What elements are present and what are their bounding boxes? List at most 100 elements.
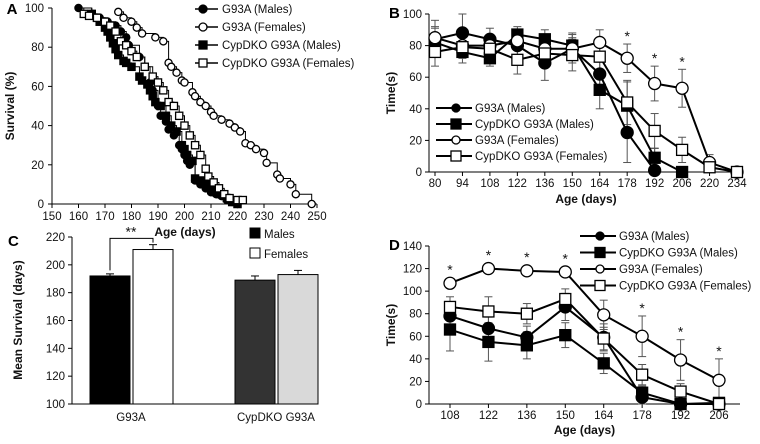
data-point <box>621 96 634 109</box>
legend-swatch <box>249 227 261 239</box>
y-tick-label: 60 <box>409 331 422 343</box>
y-tick-label: 140 <box>46 343 65 355</box>
y-axis-title: Time(s) <box>384 72 398 114</box>
data-point <box>235 127 245 136</box>
data-point <box>673 353 688 367</box>
x-tick-label: 200 <box>175 211 194 223</box>
x-tick-label: 190 <box>148 211 167 223</box>
data-point <box>121 40 131 50</box>
x-axis-title: Age (days) <box>154 225 215 239</box>
panel-b: B 0 20 40 60 80 100 80 94 108 122 136 150 164 178 192 20… <box>384 5 747 206</box>
y-axis-title: Mean Survival (days) <box>11 260 25 379</box>
data-point <box>156 101 165 111</box>
y-tick-label: 120 <box>46 371 65 383</box>
data-point <box>188 156 197 166</box>
legend-marker <box>594 279 606 292</box>
data-point <box>482 335 495 349</box>
x-tick-label: 108 <box>440 410 459 422</box>
data-point <box>675 81 689 95</box>
x-tick-label: 178 <box>633 410 652 422</box>
data-point <box>703 161 716 174</box>
significance-asterisk: * <box>447 262 453 278</box>
data-point <box>520 264 534 278</box>
y-tick-label: 20 <box>31 160 44 172</box>
y-tick-label: 80 <box>409 41 422 53</box>
legend-label: G93A (Females) <box>222 22 306 34</box>
data-point <box>559 292 572 306</box>
y-tick-label: 0 <box>416 167 422 179</box>
y-tick-label: 0 <box>38 199 44 211</box>
data-point <box>204 172 213 181</box>
y-tick-label: 100 <box>403 9 422 21</box>
significance-asterisk: * <box>524 249 530 265</box>
data-point <box>730 165 744 179</box>
data-point <box>647 163 662 178</box>
x-tick-label: 210 <box>201 211 220 223</box>
panel-label-d: D <box>389 237 400 254</box>
data-point <box>456 41 469 54</box>
data-point <box>114 7 123 17</box>
legend-label: Males <box>264 229 295 241</box>
significance-asterisk: * <box>639 300 645 316</box>
data-point <box>712 397 726 411</box>
legend-label: CypDKO G93A (Males) <box>222 40 341 52</box>
significance-asterisk: * <box>678 324 684 340</box>
data-point <box>648 124 661 138</box>
data-point <box>161 111 171 121</box>
x-tick-label: 164 <box>590 178 610 190</box>
data-point <box>106 21 115 30</box>
data-point <box>159 86 168 95</box>
x-tick-label: 160 <box>69 211 88 223</box>
x-axis-title: Age (days) <box>555 192 616 206</box>
data-point <box>307 199 316 209</box>
data-point <box>597 308 611 322</box>
y-tick-label: 200 <box>46 260 65 272</box>
legend-label: G93A (Males) <box>222 4 292 16</box>
data-point <box>481 261 496 276</box>
legend-marker <box>595 264 605 274</box>
x-tick-label: 150 <box>556 410 575 422</box>
data-point <box>635 368 649 381</box>
y-tick-label: 140 <box>403 241 422 253</box>
data-point <box>620 125 634 140</box>
y-tick-label: 80 <box>409 309 422 321</box>
x-axis-title: Age (days) <box>554 423 615 437</box>
x-tick-label: 108 <box>480 178 499 190</box>
data-point <box>286 180 295 189</box>
data-point <box>593 35 607 50</box>
legend-marker <box>451 103 461 113</box>
data-point <box>593 67 607 81</box>
data-point <box>251 144 261 154</box>
x-category-label: G93A <box>116 412 146 424</box>
x-tick-label: 234 <box>727 178 747 190</box>
x-tick-label: 206 <box>709 410 728 422</box>
x-tick-label: 136 <box>535 178 554 190</box>
data-point <box>674 385 687 398</box>
data-point <box>443 323 457 336</box>
legend-marker <box>450 118 462 130</box>
y-tick-label: 60 <box>409 72 422 84</box>
legend-marker <box>595 231 605 241</box>
data-point <box>635 386 649 399</box>
y-tick-label: 160 <box>46 316 65 328</box>
y-tick-label: 180 <box>46 288 65 300</box>
bar <box>277 274 319 405</box>
panel-a: A 0 20 40 60 80 100 150 160 170 180 190 200 210 220 230… <box>3 1 354 239</box>
legend-label: G93A (Females) <box>475 135 559 147</box>
data-point <box>225 193 234 203</box>
data-point <box>182 150 192 160</box>
x-tick-label: 122 <box>479 410 498 422</box>
data-point <box>137 29 147 38</box>
data-point <box>559 329 572 342</box>
data-point <box>140 62 149 72</box>
data-point <box>510 34 525 48</box>
y-tick-label: 40 <box>409 104 422 116</box>
x-tick-label: 178 <box>618 178 637 190</box>
bar <box>234 279 276 405</box>
data-point <box>172 68 181 77</box>
legend-label: CypDKO G93A (Females) <box>222 58 354 70</box>
data-point <box>172 127 181 136</box>
y-axis-title: Time(s) <box>384 304 398 346</box>
legend-marker <box>451 135 461 145</box>
